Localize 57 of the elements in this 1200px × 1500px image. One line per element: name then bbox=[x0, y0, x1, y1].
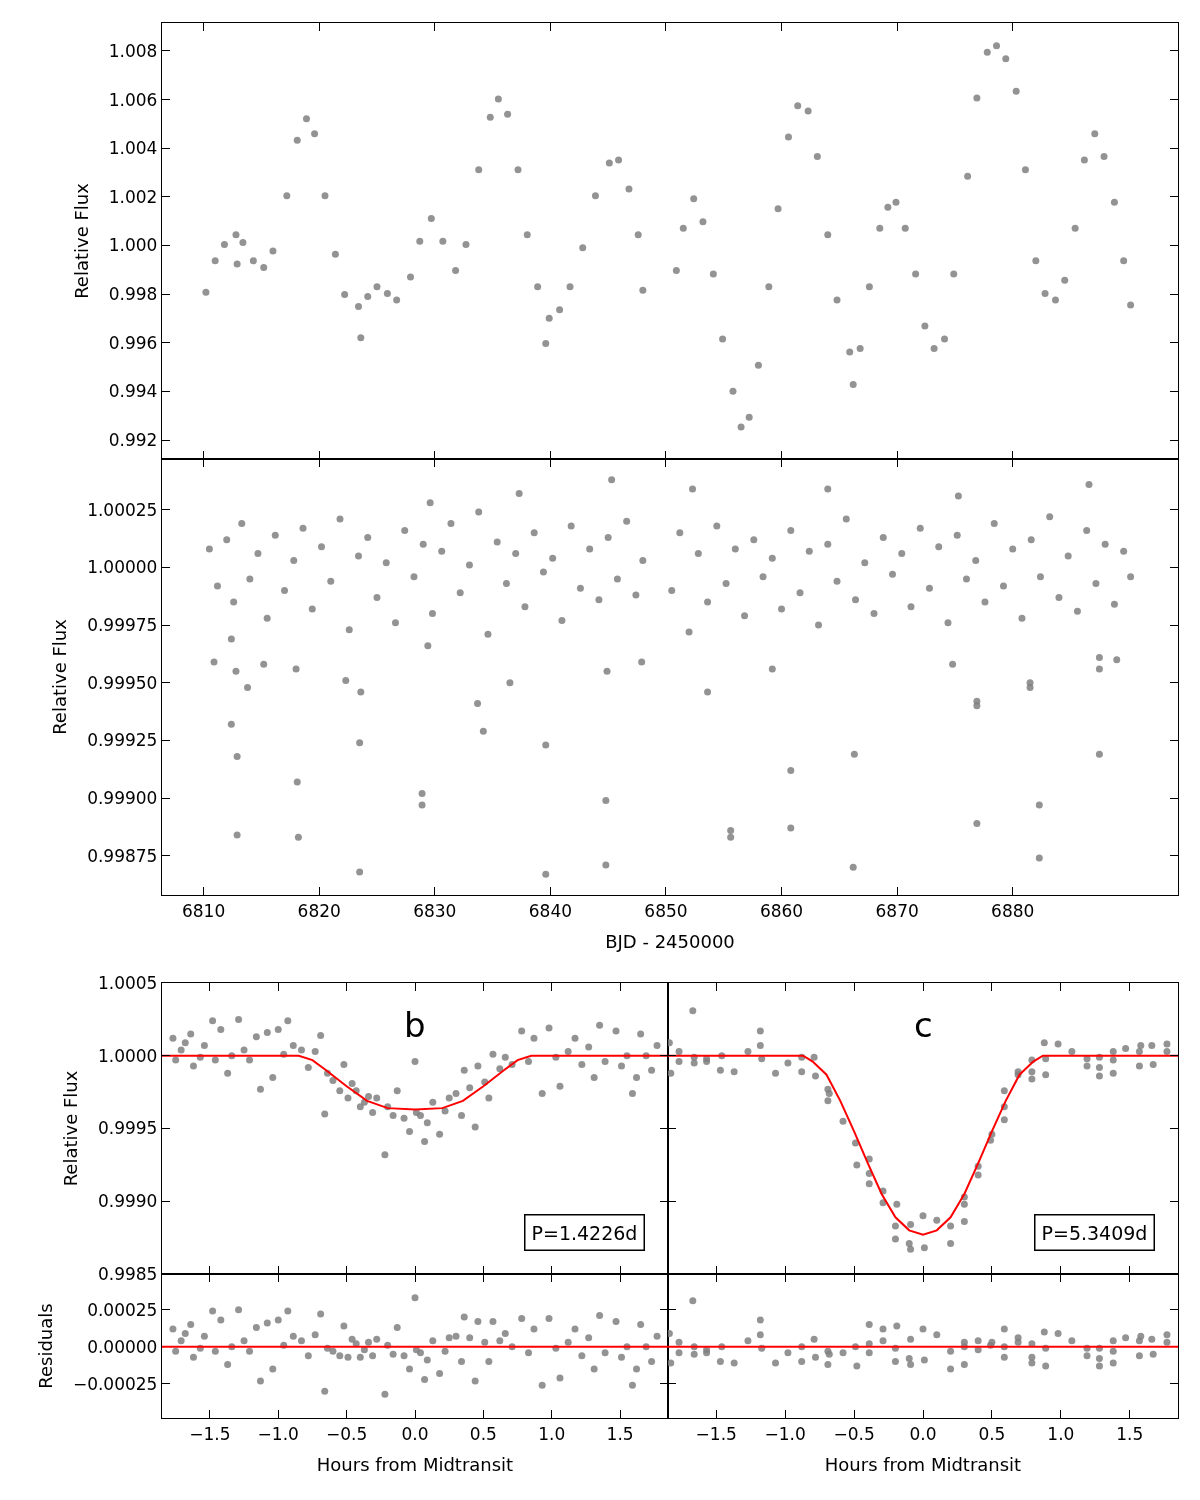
y-tick-label: 0.99975 bbox=[87, 615, 158, 636]
y-tick-label: 0.992 bbox=[108, 429, 158, 450]
y-tick-label: 0.9990 bbox=[97, 1191, 158, 1212]
y-tick-label: 1.002 bbox=[108, 186, 158, 207]
y-tick-label: 0.994 bbox=[108, 381, 158, 402]
y-tick-label: 0.998 bbox=[108, 284, 158, 305]
y-tick-label: 1.00000 bbox=[87, 557, 158, 578]
y-tick-label: 0.99925 bbox=[87, 730, 158, 751]
x-tick-label: −1.5 bbox=[695, 1423, 737, 1444]
x-tick-label: 0.5 bbox=[978, 1423, 1006, 1444]
x-tick-label: 0.0 bbox=[909, 1423, 937, 1444]
x-tick-label: 6840 bbox=[528, 900, 572, 921]
y-axis-title: Residuals bbox=[35, 1303, 57, 1389]
annotation: P=5.3409d bbox=[1041, 1221, 1148, 1244]
x-tick-label: 1.0 bbox=[1047, 1423, 1075, 1444]
y-tick-label: 1.006 bbox=[108, 89, 158, 110]
x-tick-label: 6830 bbox=[413, 900, 457, 921]
y-axis-title: Relative Flux bbox=[49, 618, 71, 735]
x-tick-label: 6870 bbox=[875, 900, 919, 921]
x-axis-title: Hours from Midtransit bbox=[824, 1453, 1022, 1475]
y-tick-label: 0.00000 bbox=[87, 1336, 158, 1357]
x-tick-label: 6850 bbox=[644, 900, 688, 921]
x-tick-label: 0.5 bbox=[469, 1423, 497, 1444]
x-tick-label: −1.0 bbox=[257, 1423, 299, 1444]
x-tick-label: 6860 bbox=[759, 900, 804, 921]
x-tick-label: −0.5 bbox=[833, 1423, 875, 1444]
x-tick-label: −1.5 bbox=[189, 1423, 231, 1444]
x-tick-label: 6880 bbox=[991, 900, 1035, 921]
y-tick-label: 1.004 bbox=[108, 138, 158, 159]
annotation: c bbox=[914, 1005, 933, 1045]
y-tick-label: 1.00025 bbox=[87, 499, 158, 520]
x-tick-label: 1.0 bbox=[538, 1423, 566, 1444]
y-tick-label: 0.99900 bbox=[87, 788, 158, 809]
y-tick-label: 0.9985 bbox=[97, 1263, 158, 1284]
y-tick-label: 1.000 bbox=[108, 235, 158, 256]
y-tick-label: 0.9995 bbox=[97, 1118, 158, 1139]
x-tick-label: 1.5 bbox=[606, 1423, 634, 1444]
x-axis-title: Hours from Midtransit bbox=[316, 1453, 514, 1475]
y-tick-label: 0.99875 bbox=[87, 845, 158, 866]
y-axis-title: Relative Flux bbox=[60, 1070, 82, 1187]
annotation: P=1.4226d bbox=[531, 1221, 638, 1244]
x-tick-label: 6810 bbox=[181, 900, 226, 921]
x-tick-label: 1.5 bbox=[1116, 1423, 1144, 1444]
y-tick-label: 0.996 bbox=[108, 332, 158, 353]
y-tick-label: 0.99950 bbox=[87, 672, 158, 693]
x-axis-title: BJD - 2450000 bbox=[605, 930, 735, 952]
x-tick-label: 6820 bbox=[297, 900, 341, 921]
x-tick-label: −1.0 bbox=[764, 1423, 806, 1444]
y-tick-label: 1.0000 bbox=[97, 1045, 158, 1066]
annotation: b bbox=[404, 1005, 426, 1045]
y-tick-label: 1.0005 bbox=[97, 972, 158, 993]
y-tick-label: −0.00025 bbox=[72, 1373, 158, 1394]
x-tick-label: −0.5 bbox=[325, 1423, 368, 1444]
y-tick-label: 0.00025 bbox=[87, 1299, 158, 1320]
y-tick-label: 1.008 bbox=[108, 40, 158, 61]
y-axis-title: Relative Flux bbox=[70, 182, 92, 299]
x-tick-label: 0.0 bbox=[401, 1423, 429, 1444]
